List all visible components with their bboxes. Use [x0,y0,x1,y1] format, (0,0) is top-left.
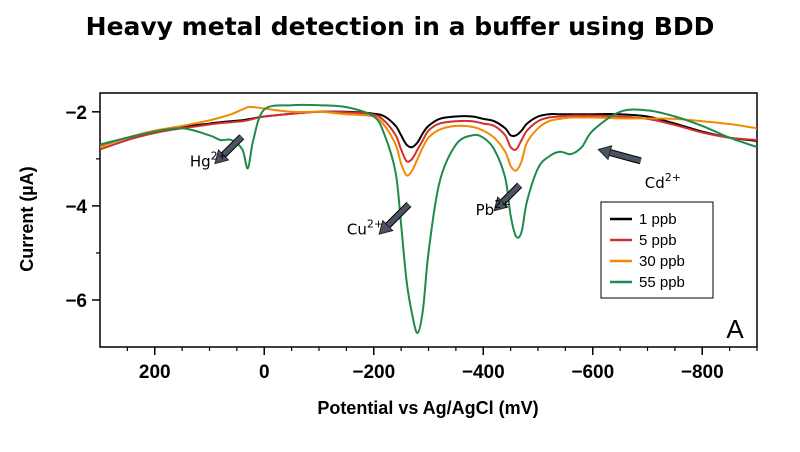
x-tick-label: −800 [681,362,724,383]
annotation-pb: Pb2+ [476,182,523,219]
annotation-label-cd: Cd2+ [645,171,681,192]
y-tick-label: −6 [65,291,87,312]
annotation-hg: Hg2+ [190,134,245,171]
legend-label: 55 ppb [639,274,685,291]
annotation-cu: Cu2+ [347,201,412,238]
legend-label: 30 ppb [639,253,685,270]
y-axis-label: Current (µA) [17,166,37,271]
arrow-shaft [609,150,642,164]
y-tick-label: −2 [65,103,87,124]
x-tick-label: −600 [571,362,614,383]
x-tick-label: 0 [259,362,270,383]
legend: 1 ppb 5 ppb 30 ppb 55 ppb [600,201,714,299]
chart-title: Heavy metal detection in a buffer using … [85,12,715,41]
series-layer [100,103,757,334]
arrow-head [597,145,613,161]
legend-label: 5 ppb [639,232,677,249]
arrow-head [214,149,230,165]
annotation-cd: Cd2+ [597,145,681,192]
axes: 200 0 −200 −400 −600 −800 −2 −4 −6 [65,92,758,383]
annotation-label-hg: Hg2+ [190,150,227,171]
x-tick-label: −200 [352,362,395,383]
annotation-label-cu: Cu2+ [347,217,383,238]
annotations: Hg2+ Cu2+ Pb2+ Cd2+ [190,134,681,238]
arrow-shaft [221,134,244,157]
arrow-head [378,219,394,235]
arrow-shaft [500,183,522,204]
series-line-55-ppb [100,103,757,334]
panel-label: A [726,314,744,344]
arrow-head [493,196,509,212]
y-tick-label: −4 [65,197,87,218]
x-tick-label: −400 [462,362,505,383]
arrow-shaft [385,202,411,228]
series-line-30-ppb [100,105,757,177]
legend-label: 1 ppb [639,211,677,228]
annotation-label-pb: Pb2+ [476,198,511,219]
x-axis-label: Potential vs Ag/AgCl (mV) [317,398,538,418]
x-tick-label: 200 [139,362,171,383]
series-line-5-ppb [100,110,757,163]
